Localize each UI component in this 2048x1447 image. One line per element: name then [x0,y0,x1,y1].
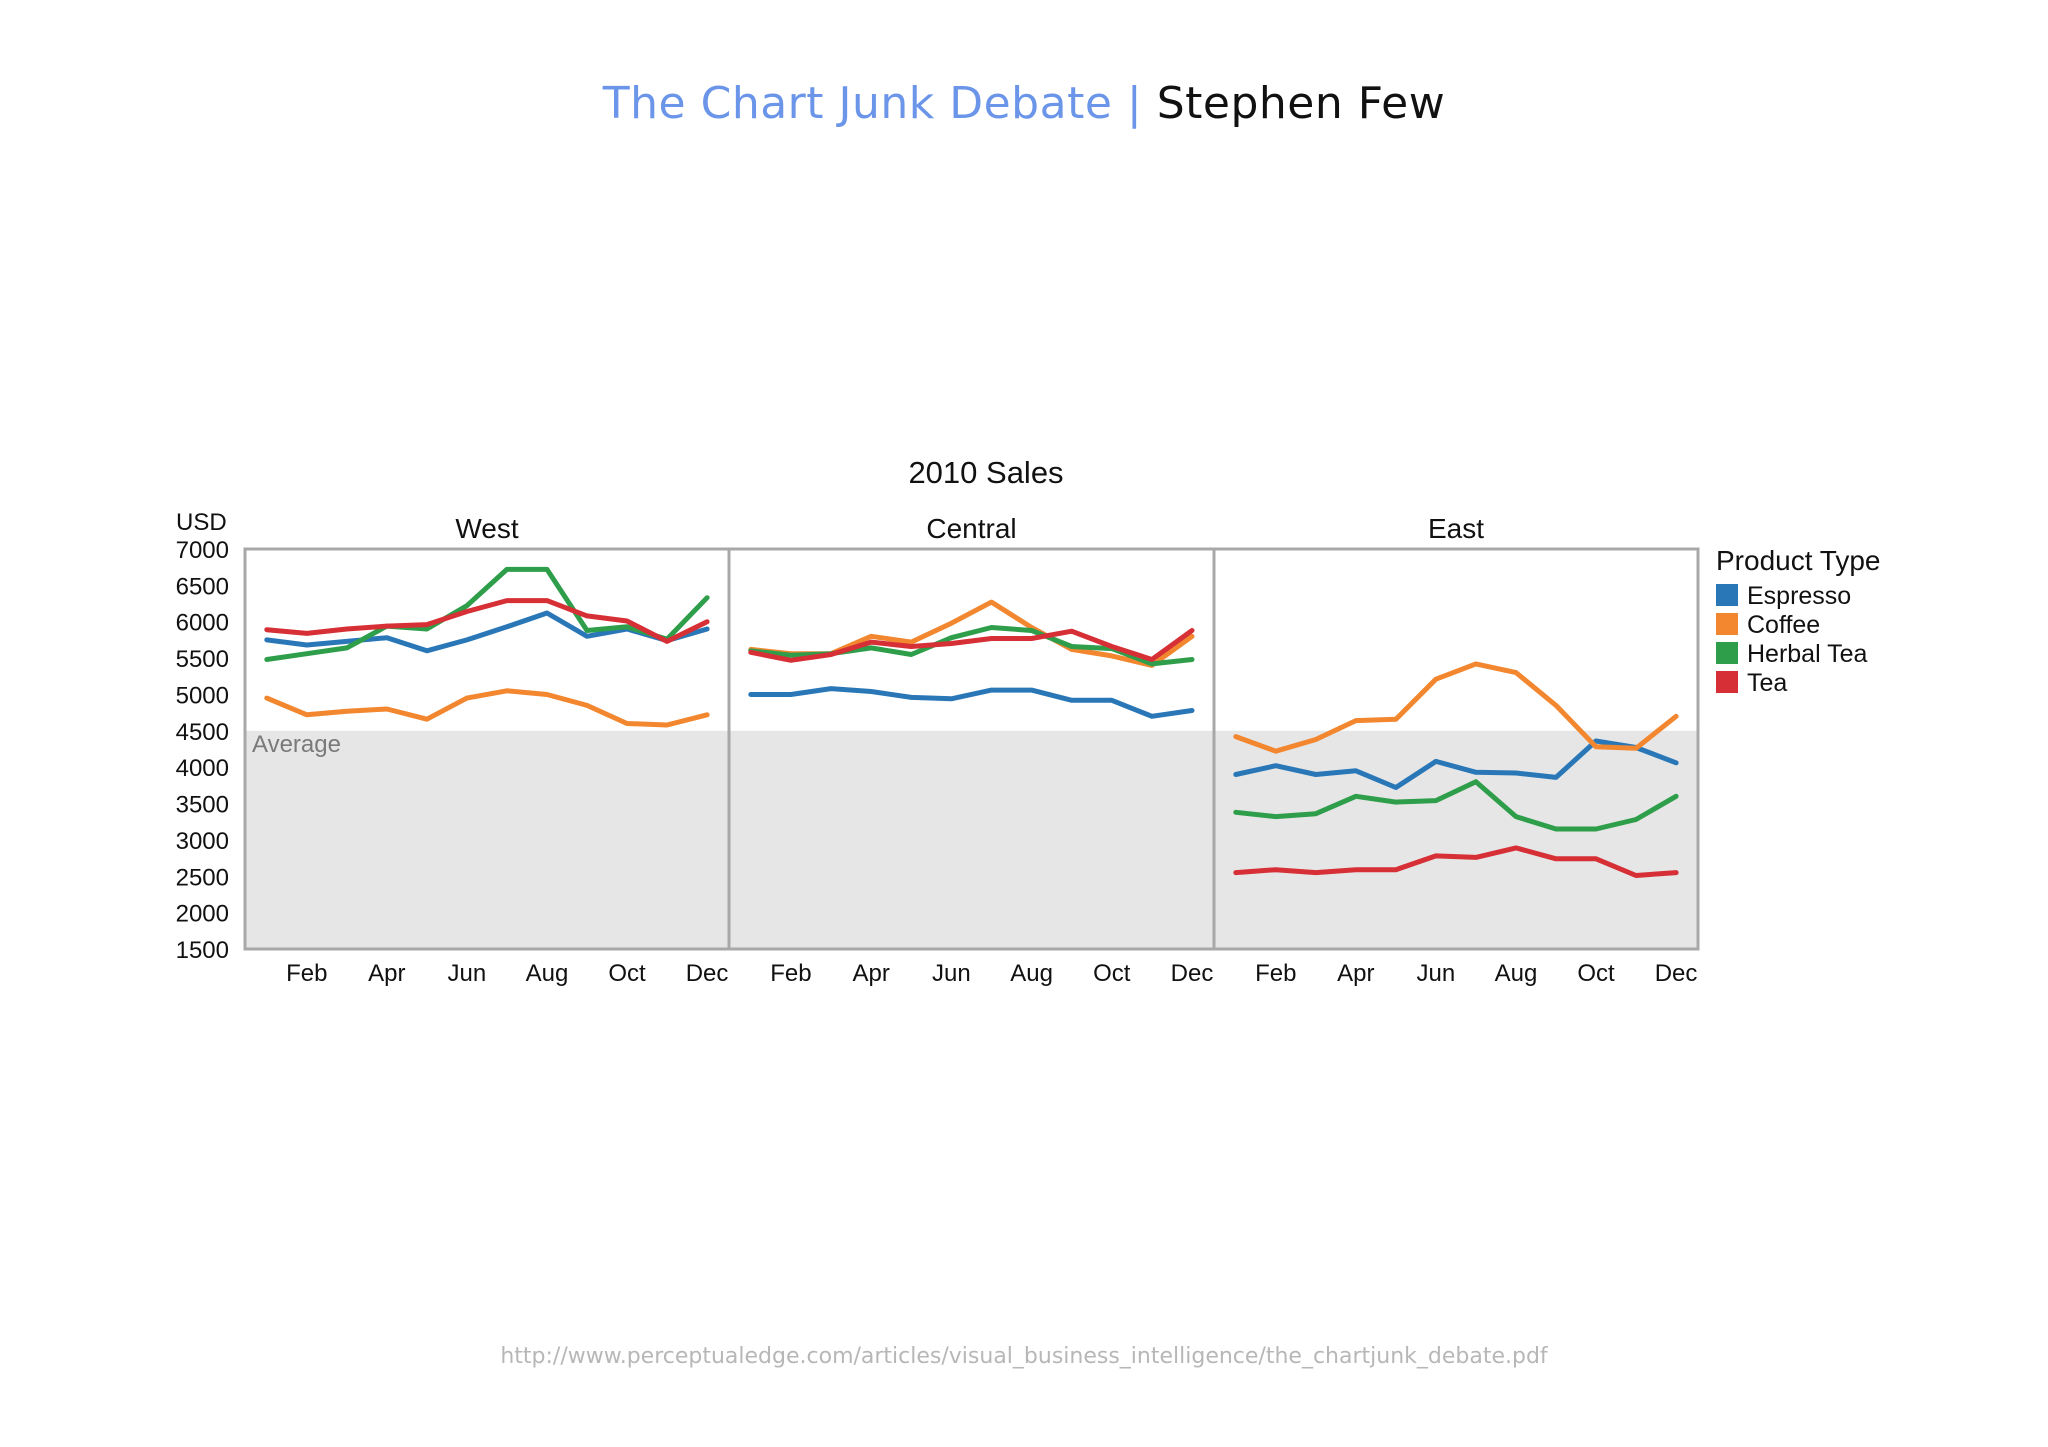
series-line-east-espresso [1233,738,1679,790]
series-line-central-tea [748,628,1195,663]
series-line-east-coffee [1233,661,1679,754]
x-tick-label: Feb [286,960,327,987]
legend-swatch [1716,671,1738,693]
x-tick-label: Oct [1093,960,1131,987]
x-tick-label: Jun [1417,960,1456,987]
panel-title-west: West [455,513,518,544]
y-tick-label: 2000 [176,901,229,928]
x-tick-label: Aug [1010,960,1053,987]
series-line-central-espresso [748,686,1195,719]
x-tick-label: Feb [770,960,811,987]
y-axis-label: USD [176,509,227,536]
average-band-west [245,730,729,949]
x-tick-label: Apr [368,960,405,987]
legend-swatch [1716,613,1738,635]
x-tick-label: Feb [1255,960,1296,987]
legend-item-label: Espresso [1747,582,1851,610]
x-tick-label: Aug [526,960,569,987]
y-tick-label: 2500 [176,864,229,891]
average-band-central [729,730,1214,949]
x-tick-label: Aug [1495,960,1538,987]
legend-item-label: Tea [1747,669,1787,697]
legend-item-label: Herbal Tea [1747,640,1868,668]
y-tick-label: 5000 [176,682,229,709]
y-tick-label: 5500 [176,646,229,673]
series-line-east-herbal-tea [1233,779,1679,832]
x-tick-label: Oct [608,960,646,987]
y-tick-label: 7000 [176,537,229,564]
title-part1: The Chart Junk Debate [602,78,1113,129]
legend-title: Product Type [1716,545,1880,576]
source-url: http://www.perceptualedge.com/articles/v… [500,1344,1548,1369]
average-label: Average [252,731,341,758]
x-tick-label: Oct [1577,960,1615,987]
y-tick-label: 3500 [176,792,229,819]
panel-title-central: Central [926,513,1016,544]
title-part2: Stephen Few [1156,78,1446,129]
x-tick-label: Dec [1171,960,1214,987]
x-tick-label: Jun [932,960,971,987]
average-band-east [1214,730,1698,949]
title-separator: | [1126,78,1143,129]
x-tick-label: Apr [852,960,889,987]
x-tick-label: Apr [1337,960,1374,987]
y-tick-label: 1500 [176,937,229,964]
legend-item-label: Coffee [1747,611,1820,639]
panel-title-east: East [1428,513,1484,544]
series-line-west-coffee [264,688,710,728]
series-line-west-tea [264,598,710,644]
y-tick-label: 4000 [176,755,229,782]
y-tick-label: 3000 [176,828,229,855]
x-tick-label: Dec [1655,960,1698,987]
x-tick-label: Jun [448,960,487,987]
y-tick-label: 4500 [176,719,229,746]
y-tick-label: 6500 [176,573,229,600]
y-tick-label: 6000 [176,610,229,637]
chart-title: 2010 Sales [908,455,1063,490]
legend-swatch [1716,642,1738,664]
series-line-west-herbal-tea [264,566,710,662]
page-title: The Chart Junk Debate | Stephen Few [0,78,2048,129]
panel-frame-east [1212,547,1700,951]
series-line-east-tea [1233,845,1679,878]
legend-swatch [1716,584,1738,606]
x-tick-label: Dec [686,960,729,987]
